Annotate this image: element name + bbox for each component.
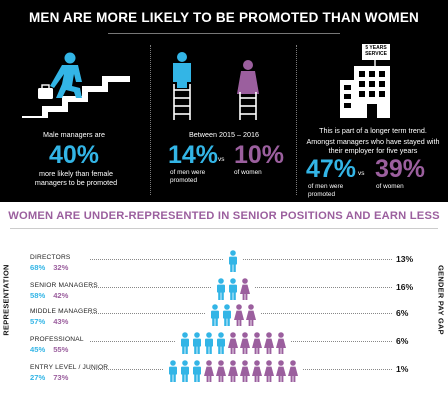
leader-line-right [291, 341, 392, 342]
man-icon [229, 278, 237, 300]
level-percentages: 45% 55% [30, 345, 68, 354]
top-panel: MEN ARE MORE LIKELY TO BE PROMOTED THAN … [0, 0, 448, 202]
woman-icon [264, 332, 274, 354]
level-label: MIDDLE MANAGERS [30, 308, 98, 315]
level-label: DIRECTORS [30, 254, 71, 261]
man-icon [193, 332, 201, 354]
man-icon [181, 332, 189, 354]
level-percentages: 58% 42% [30, 291, 68, 300]
men-percent: 27% [30, 373, 46, 382]
women-percent: 55% [53, 345, 69, 354]
leader-line-left [90, 259, 223, 260]
five-years-sign: 5 YEARS SERVICE [362, 44, 390, 60]
pay-gap-value: 16% [396, 282, 414, 292]
woman-icon [252, 332, 262, 354]
woman-icon [234, 304, 244, 326]
pay-gap-value: 6% [396, 308, 409, 318]
pay-gap-axis-label: GENDER PAY GAP [436, 265, 446, 335]
panel2-women-value: 10% [234, 141, 285, 169]
panel1-caption: Male managers are [43, 130, 105, 139]
title-rule [108, 33, 340, 34]
leader-line-left [90, 313, 205, 314]
man-icon [217, 278, 225, 300]
women-percent: 73% [53, 373, 69, 382]
man-icon [223, 304, 231, 326]
leader-line-left [90, 341, 175, 342]
office-building-icon [340, 58, 390, 118]
woman-icon [288, 360, 298, 382]
leader-line-left [90, 287, 211, 288]
woman-icon [228, 360, 238, 382]
woman-icon [216, 360, 226, 382]
man-icon [217, 332, 225, 354]
panel2-men-value: 14% [168, 141, 219, 169]
leader-line-right [243, 259, 392, 260]
level-label: ENTRY LEVEL / JUNIOR [30, 364, 109, 371]
panel-divider-2 [296, 45, 297, 195]
bottom-title: WOMEN ARE UNDER-REPRESENTED IN SENIOR PO… [8, 210, 440, 222]
panel-divider-1 [150, 45, 151, 195]
women-percent: 43% [53, 317, 69, 326]
panel3-men-label: of men were promoted [308, 183, 344, 198]
pictogram-row [181, 332, 286, 354]
men-percent: 57% [30, 317, 46, 326]
woman-icon [264, 360, 274, 382]
woman-icon [252, 360, 262, 382]
panel3-women-value: 39% [375, 155, 426, 183]
stairs-climber-icon [22, 52, 130, 118]
pay-gap-value: 6% [396, 336, 409, 346]
pictogram-row [211, 304, 256, 326]
panel1-value: 40% [48, 141, 100, 169]
bottom-rule [10, 228, 438, 229]
woman-on-ladder-icon [237, 60, 259, 120]
woman-icon [246, 304, 256, 326]
men-percent: 45% [30, 345, 46, 354]
woman-icon [240, 332, 250, 354]
men-percent: 58% [30, 291, 46, 300]
pay-gap-value: 13% [396, 254, 414, 264]
man-icon [229, 250, 237, 272]
man-icon [205, 332, 213, 354]
pictogram-row [229, 250, 237, 272]
woman-icon [240, 278, 250, 300]
panel3-vs: vs [358, 170, 365, 177]
panel3-women-label: of women [376, 183, 404, 190]
representation-axis-label: REPRESENTATION [1, 264, 11, 336]
level-label: PROFESSIONAL [30, 336, 84, 343]
panel2-vs: vs [218, 156, 225, 163]
panel3-caption: This is part of a longer term trend. [319, 126, 427, 135]
women-percent: 42% [53, 291, 69, 300]
level-percentages: 27% 73% [30, 373, 68, 382]
leader-line-left [90, 369, 163, 370]
woman-icon [276, 360, 286, 382]
woman-icon [204, 360, 214, 382]
panel1-sub: more likely than female managers to be p… [34, 169, 118, 187]
man-icon [193, 360, 201, 382]
top-title: MEN ARE MORE LIKELY TO BE PROMOTED THAN … [28, 10, 420, 25]
five-years-sign-text: 5 YEARS SERVICE [365, 45, 387, 57]
level-percentages: 57% 43% [30, 317, 68, 326]
level-label: SENIOR MANAGERS [30, 282, 98, 289]
pictogram-row [217, 278, 250, 300]
level-percentages: 68% 32% [30, 263, 68, 272]
pictogram-row [169, 360, 298, 382]
leader-line-right [255, 287, 392, 288]
pay-gap-value: 1% [396, 364, 409, 374]
panel3-caption2: Amongst managers who have stayed with th… [306, 137, 440, 155]
man-icon [169, 360, 177, 382]
leader-line-right [261, 313, 392, 314]
panel2-men-label: of men were promoted [170, 169, 206, 184]
man-icon [181, 360, 189, 382]
women-percent: 32% [53, 263, 69, 272]
panel2-caption: Between 2015 – 2016 [189, 130, 259, 139]
man-on-ladder-icon [173, 52, 191, 120]
woman-icon [276, 332, 286, 354]
woman-icon [240, 360, 250, 382]
woman-icon [228, 332, 238, 354]
panel3-men-value: 47% [306, 155, 357, 183]
man-icon [211, 304, 219, 326]
leader-line-right [303, 369, 392, 370]
men-percent: 68% [30, 263, 46, 272]
panel2-women-label: of women [234, 169, 262, 176]
